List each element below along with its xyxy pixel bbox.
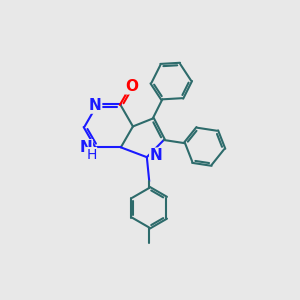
Text: O: O	[125, 79, 139, 94]
Text: N: N	[150, 148, 163, 163]
Text: N: N	[89, 98, 102, 113]
Text: H: H	[86, 148, 97, 162]
Text: N: N	[80, 140, 92, 155]
